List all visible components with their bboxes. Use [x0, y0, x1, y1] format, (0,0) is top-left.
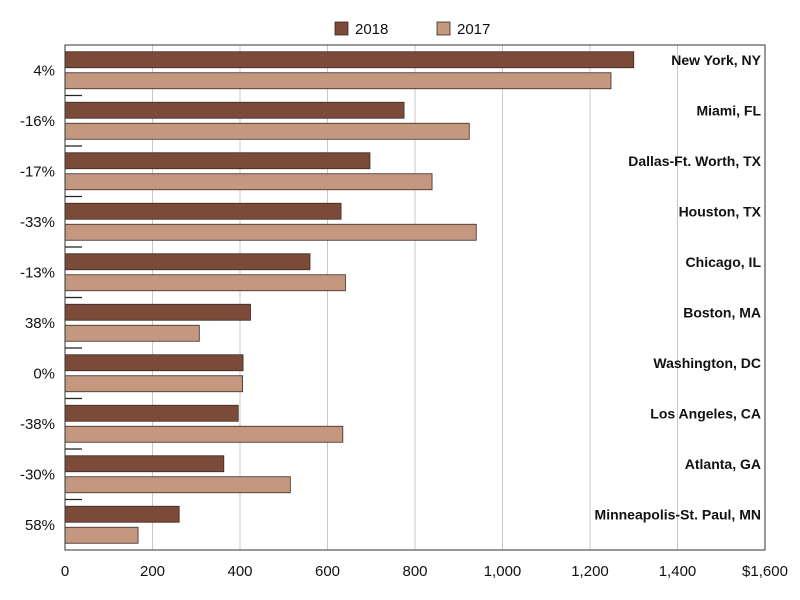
x-tick-label: 1,200 [571, 563, 609, 580]
city-label: Boston, MA [683, 304, 761, 320]
legend-swatch-2018 [334, 21, 349, 36]
change-label: 38% [25, 315, 55, 332]
bar-2017 [64, 72, 612, 90]
bar-2018 [64, 455, 225, 473]
change-label: -38% [20, 416, 55, 433]
change-label: 0% [33, 365, 55, 382]
bar-2018 [64, 303, 251, 321]
bar-2018 [64, 101, 405, 119]
bars [64, 51, 635, 544]
x-tick-label: 600 [315, 563, 340, 580]
x-tick-label: 800 [402, 563, 427, 580]
x-tick-label: 1,000 [484, 563, 522, 580]
bar-2018 [64, 202, 342, 220]
x-tick-label: 200 [140, 563, 165, 580]
bar-2017 [64, 476, 291, 494]
change-label: -16% [20, 113, 55, 130]
city-label: Los Angeles, CA [650, 405, 761, 421]
bar-2017 [64, 223, 477, 241]
legend-label-2018: 2018 [355, 21, 388, 38]
bar-2017 [64, 526, 139, 544]
x-tick-label: 400 [227, 563, 252, 580]
city-label: Minneapolis-St. Paul, MN [595, 506, 761, 522]
bar-2017 [64, 324, 200, 342]
change-label: -17% [20, 163, 55, 180]
bar-2018 [64, 505, 180, 523]
city-labels: New York, NY Miami, FL Dallas-Ft. Worth, T… [595, 52, 762, 523]
bar-2017 [64, 274, 346, 292]
city-label: Houston, TX [679, 203, 762, 219]
change-label: -33% [20, 214, 55, 231]
bar-2018 [64, 404, 239, 422]
city-label: Chicago, IL [686, 254, 762, 270]
city-label: Dallas-Ft. Worth, TX [628, 153, 761, 169]
bar-2018 [64, 152, 371, 170]
change-labels: 4% -16% -17% -33% -13% 38% 0% -38% -30% 58% [20, 62, 55, 534]
legend-swatch-2017 [436, 21, 451, 36]
change-label: -30% [20, 466, 55, 483]
bar-2017 [64, 122, 470, 140]
change-label: -13% [20, 264, 55, 281]
city-label: Atlanta, GA [685, 456, 761, 472]
x-tick-label: $1,600 [742, 563, 788, 580]
bar-2017 [64, 425, 344, 443]
x-tick-label: 1,400 [659, 563, 697, 580]
change-label: 4% [33, 62, 55, 79]
bar-2018 [64, 51, 635, 69]
legend-label-2017: 2017 [457, 21, 490, 38]
city-label: Washington, DC [653, 355, 761, 371]
change-label: 58% [25, 517, 55, 534]
city-label: New York, NY [671, 52, 761, 68]
bar-2018 [64, 354, 244, 372]
bar-2017 [64, 173, 433, 191]
city-label: Miami, FL [696, 102, 761, 118]
bar-2017 [64, 375, 244, 393]
category-separators [65, 94, 82, 501]
x-tick-label: 0 [61, 563, 69, 580]
legend: 2018 2017 [334, 21, 490, 38]
bar-2018 [64, 253, 311, 271]
grid-lines [152, 45, 678, 550]
x-axis-ticks: 0 200 400 600 800 1,000 1,200 1,400 $1,600 [61, 563, 788, 580]
